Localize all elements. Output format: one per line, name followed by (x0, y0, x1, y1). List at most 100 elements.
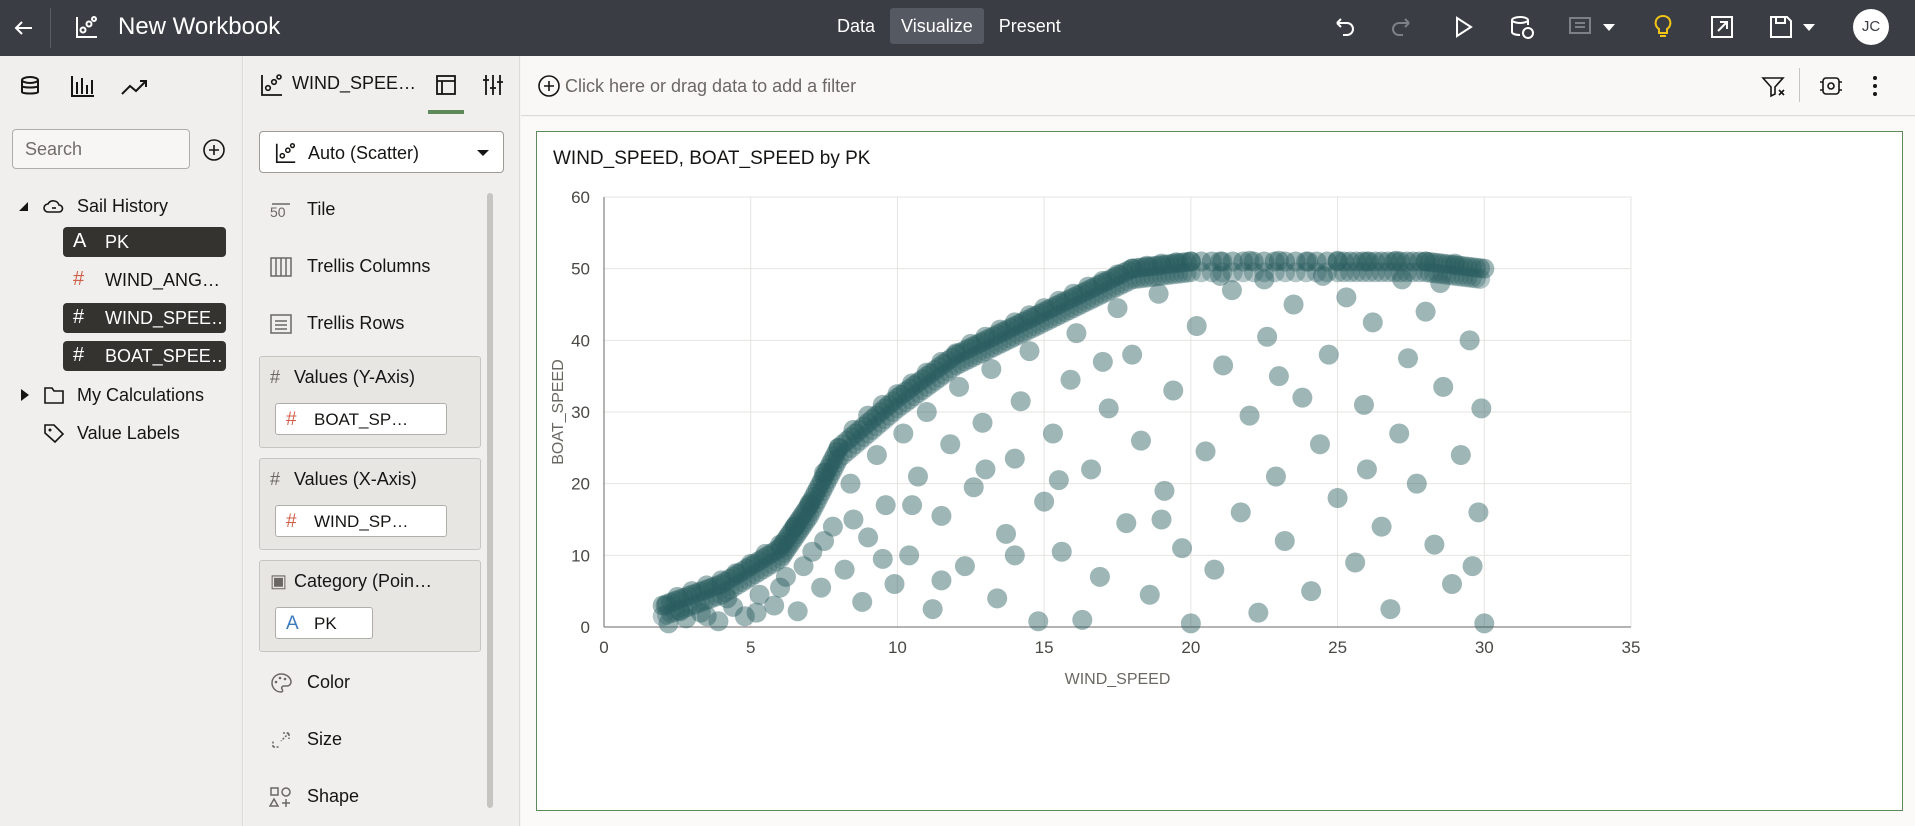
comment-icon[interactable] (1567, 12, 1617, 42)
x-axis-chip[interactable]: # WIND_SP… (275, 505, 447, 537)
data-point (1081, 459, 1102, 480)
x-tick-label: 30 (1475, 638, 1494, 657)
shape-drop-target[interactable]: Shape (259, 776, 481, 816)
data-point (1474, 258, 1495, 279)
data-point (1233, 262, 1254, 283)
data-point (967, 345, 988, 366)
tab-visualize[interactable]: Visualize (890, 8, 984, 44)
add-filter-hint[interactable]: Click here or drag data to add a filter (565, 76, 857, 96)
data-point (656, 604, 677, 625)
column-wind-speed[interactable]: # WIND_SPEE… (63, 303, 226, 333)
data-point (1359, 262, 1380, 283)
data-point (1296, 262, 1317, 283)
undo-icon[interactable] (1328, 12, 1358, 42)
grammar-tab-icon[interactable] (431, 70, 461, 100)
data-point (1063, 298, 1084, 319)
workbook-title[interactable]: New Workbook (118, 13, 281, 40)
data-point (1221, 280, 1242, 301)
column-boat-speed[interactable]: # BOAT_SPEE… (63, 341, 226, 371)
data-point (793, 515, 814, 536)
size-label: Size (307, 729, 343, 749)
save-icon[interactable] (1767, 12, 1817, 42)
data-point (1084, 277, 1105, 298)
canvas-settings-icon[interactable] (1817, 72, 1845, 100)
grammar-scrollbar[interactable] (487, 193, 493, 808)
column-pk[interactable]: A PK (63, 227, 226, 257)
redo-icon[interactable] (1388, 12, 1418, 42)
refresh-data-icon[interactable] (1507, 12, 1537, 42)
scatter-chart[interactable]: 0 5 10 15 20 25 30 35 0 10 20 30 40 50 60 WIND_SPEED BOA… (537, 172, 1902, 810)
category-drop-target[interactable]: ▣ Category (Poin… A PK (259, 560, 481, 652)
tab-data[interactable]: Data (837, 16, 876, 36)
x-axis-label: Values (X-Axis) (294, 469, 417, 489)
y-tick-label: 0 (581, 618, 590, 637)
data-point (870, 412, 891, 433)
data-point (834, 559, 855, 580)
column-label: WIND_SPEE… (105, 308, 223, 328)
data-point (690, 581, 711, 602)
chart-type-select[interactable]: Auto (Scatter) (259, 131, 504, 173)
data-point (972, 412, 993, 433)
data-point (1013, 311, 1034, 332)
data-point (1098, 398, 1119, 419)
data-point (1159, 254, 1180, 275)
data-point (1213, 355, 1234, 376)
data-point (908, 372, 929, 393)
tree-item-my-calculations[interactable]: My Calculations (0, 379, 243, 411)
insights-lightbulb-icon[interactable] (1648, 12, 1678, 42)
y-axis-chip[interactable]: # BOAT_SP… (275, 403, 447, 435)
expanded-arrow-icon[interactable] (16, 199, 30, 213)
data-point (828, 437, 849, 458)
data-tab-database-icon[interactable] (12, 68, 48, 108)
visualizations-tab-bar-chart-icon[interactable] (64, 68, 100, 108)
tree-item-sail-history[interactable]: Sail History (0, 190, 243, 222)
properties-sliders-icon[interactable] (478, 70, 508, 100)
data-point (1042, 297, 1063, 318)
data-point (805, 493, 826, 514)
data-point (929, 356, 950, 377)
category-chip[interactable]: A PK (275, 607, 373, 639)
data-point (975, 459, 996, 480)
data-point (1449, 255, 1470, 276)
data-point (1166, 252, 1187, 273)
play-icon[interactable] (1448, 12, 1478, 42)
trellis-columns-drop-target[interactable]: Trellis Columns (259, 246, 481, 286)
data-point (1274, 531, 1295, 551)
user-avatar[interactable]: JC (1853, 9, 1889, 45)
measure-icon: # (286, 409, 297, 430)
search-input[interactable]: Search (12, 129, 190, 169)
x-axis-drop-target[interactable]: # Values (X-Axis) # WIND_SP… (259, 458, 481, 550)
collapsed-arrow-icon[interactable] (18, 388, 32, 402)
add-filter-icon[interactable] (537, 74, 561, 98)
export-icon[interactable] (1707, 12, 1737, 42)
column-wind-angle[interactable]: # WIND_ANG… (63, 265, 226, 295)
data-point (1134, 257, 1155, 278)
data-point (744, 564, 765, 585)
data-point (971, 343, 992, 364)
size-drop-target[interactable]: Size (259, 719, 481, 759)
data-point (1409, 262, 1430, 283)
color-drop-target[interactable]: Color (259, 662, 481, 702)
data-point (858, 527, 879, 548)
data-point (1084, 287, 1105, 308)
tile-label: Tile (307, 199, 336, 219)
tile-drop-target[interactable]: 50 Tile (259, 189, 481, 229)
filter-funnel-icon[interactable] (1759, 72, 1787, 100)
data-point (858, 405, 879, 426)
tree-item-value-labels[interactable]: Value Labels (0, 417, 243, 449)
more-options-icon[interactable] (1861, 72, 1889, 100)
trellis-rows-drop-target[interactable]: Trellis Rows (259, 303, 481, 343)
data-point (967, 334, 988, 355)
data-point (946, 355, 967, 376)
analytics-tab-trend-icon[interactable] (116, 68, 152, 108)
add-data-icon[interactable] (202, 138, 226, 162)
scatter-visualization[interactable]: WIND_SPEED, BOAT_SPEED by PK 0 5 10 15 20 25 3… (536, 131, 1903, 811)
back-arrow-icon[interactable] (10, 14, 38, 42)
tab-present[interactable]: Present (998, 16, 1061, 36)
data-point (818, 469, 839, 490)
y-axis-drop-target[interactable]: # Values (Y-Axis) # BOAT_SP… (259, 356, 481, 448)
data-point (1034, 298, 1055, 319)
data-point (1345, 552, 1366, 573)
data-point (1059, 289, 1080, 310)
chart-title: WIND_SPEED, BOAT_SPEED by PK (553, 148, 871, 169)
